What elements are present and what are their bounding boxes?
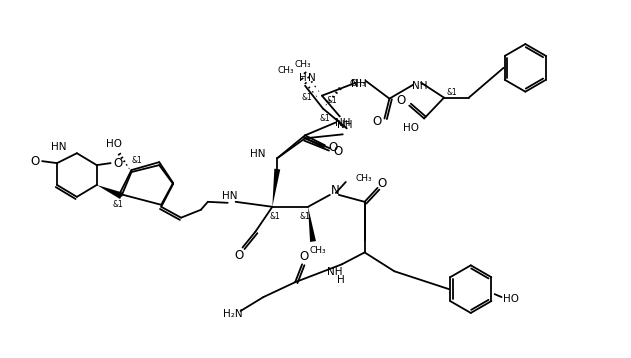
Text: N: N bbox=[308, 73, 316, 83]
Text: O: O bbox=[333, 145, 343, 158]
Text: NH: NH bbox=[335, 118, 351, 129]
Text: NH: NH bbox=[337, 120, 353, 130]
Text: &1: &1 bbox=[270, 212, 281, 221]
Text: N: N bbox=[351, 79, 358, 89]
Text: &1: &1 bbox=[319, 114, 330, 123]
Text: O: O bbox=[30, 155, 40, 168]
Text: HO: HO bbox=[502, 294, 519, 304]
Polygon shape bbox=[273, 169, 280, 207]
Text: &1: &1 bbox=[447, 88, 457, 97]
Text: CH₃: CH₃ bbox=[356, 174, 372, 183]
Text: O: O bbox=[113, 156, 122, 170]
Text: NH: NH bbox=[413, 81, 428, 91]
Text: HO: HO bbox=[403, 124, 419, 134]
Text: H₂N: H₂N bbox=[223, 309, 242, 319]
Text: CH₃: CH₃ bbox=[295, 61, 312, 69]
Text: HN: HN bbox=[222, 191, 237, 201]
Text: HN: HN bbox=[250, 149, 266, 159]
Text: CH₃: CH₃ bbox=[350, 79, 367, 88]
Polygon shape bbox=[97, 185, 123, 199]
Text: O: O bbox=[397, 94, 406, 107]
Text: O: O bbox=[234, 249, 243, 262]
Text: H: H bbox=[299, 73, 307, 83]
Text: CH₃: CH₃ bbox=[310, 246, 326, 255]
Text: &1: &1 bbox=[301, 93, 312, 102]
Text: O: O bbox=[328, 141, 338, 154]
Text: O: O bbox=[378, 178, 387, 190]
Polygon shape bbox=[308, 207, 316, 242]
Text: CH₃: CH₃ bbox=[278, 66, 294, 75]
Text: &1: &1 bbox=[131, 156, 142, 165]
Text: H: H bbox=[359, 79, 367, 89]
Text: HN: HN bbox=[52, 142, 67, 152]
Text: N: N bbox=[331, 184, 339, 197]
Text: HO: HO bbox=[105, 139, 122, 149]
Text: O: O bbox=[372, 115, 381, 128]
Text: &1: &1 bbox=[300, 212, 310, 221]
Text: &1: &1 bbox=[112, 200, 123, 209]
Text: O: O bbox=[300, 250, 309, 263]
Text: H: H bbox=[337, 275, 345, 285]
Text: &1: &1 bbox=[326, 96, 337, 105]
Text: NH: NH bbox=[327, 267, 343, 277]
